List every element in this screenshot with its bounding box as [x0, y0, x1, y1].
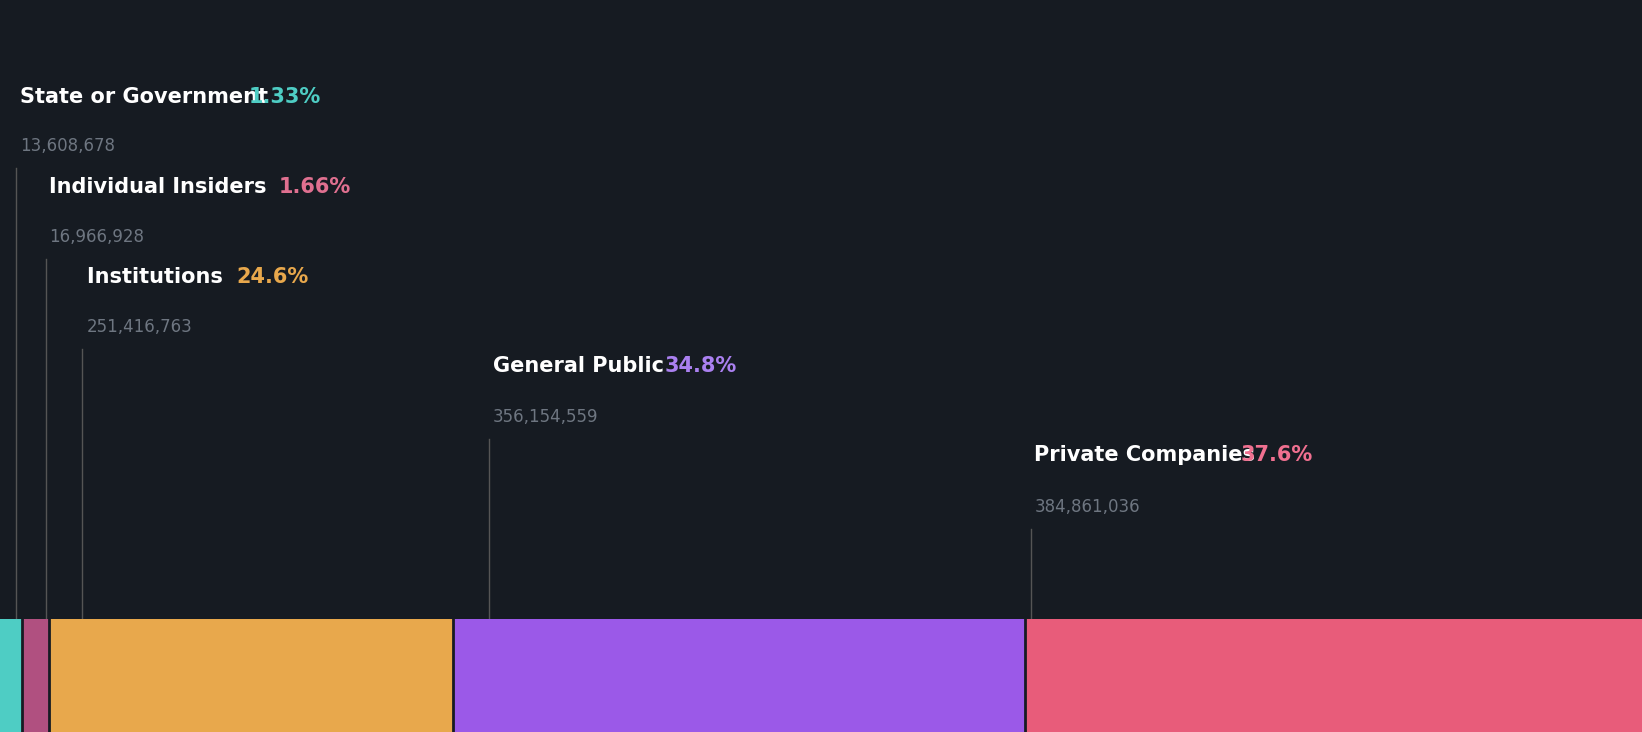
Text: 24.6%: 24.6%: [236, 266, 309, 287]
Bar: [21, 619, 49, 732]
Text: 384,861,036: 384,861,036: [1034, 498, 1140, 515]
Text: 16,966,928: 16,966,928: [49, 228, 144, 246]
Text: State or Government: State or Government: [20, 86, 274, 107]
Text: 37.6%: 37.6%: [1241, 445, 1314, 466]
Text: General Public: General Public: [493, 356, 672, 376]
Bar: [1025, 619, 1642, 732]
Text: 1.33%: 1.33%: [250, 86, 322, 107]
Text: Private Companies: Private Companies: [1034, 445, 1263, 466]
Text: Individual Insiders: Individual Insiders: [49, 176, 274, 197]
Bar: [453, 619, 1025, 732]
Bar: [49, 619, 453, 732]
Text: 1.66%: 1.66%: [279, 176, 351, 197]
Text: 13,608,678: 13,608,678: [20, 138, 115, 155]
Text: Institutions: Institutions: [87, 266, 230, 287]
Text: 34.8%: 34.8%: [665, 356, 737, 376]
Text: 251,416,763: 251,416,763: [87, 318, 192, 336]
Bar: [0, 619, 21, 732]
Text: 356,154,559: 356,154,559: [493, 408, 598, 426]
